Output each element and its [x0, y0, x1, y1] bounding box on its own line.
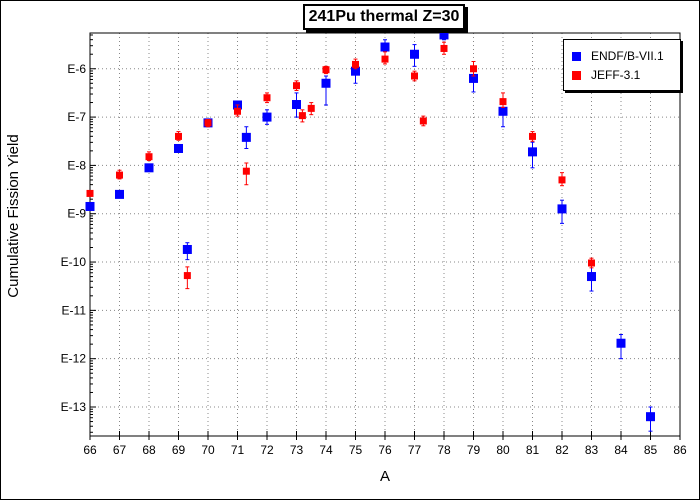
legend-swatch-endf	[572, 51, 581, 61]
data-point	[175, 132, 182, 140]
y-tick-label: E-8	[67, 158, 86, 172]
y-tick-label: E-6	[67, 62, 86, 76]
x-tick-label: 68	[142, 443, 156, 457]
x-tick-label: 85	[644, 443, 658, 457]
data-point	[616, 338, 626, 348]
chart-title: 241Pu thermal Z=30	[303, 4, 465, 30]
y-tick-label: E-13	[61, 400, 87, 414]
x-tick-label: 74	[319, 443, 333, 457]
data-point	[498, 106, 508, 116]
legend-entry-jeff: JEFF-3.1	[572, 67, 640, 83]
x-tick-label: 69	[172, 443, 186, 457]
data-point	[646, 412, 655, 422]
data-point	[116, 171, 123, 179]
tick-layer: 66 67 68 69 70 71 72 73 74 75 76 77 78 79 80 81 82 83 84 85…	[61, 34, 687, 457]
data-point	[145, 153, 153, 161]
y-tick-label: E-12	[61, 352, 87, 366]
data-point	[469, 73, 478, 83]
data-point	[321, 78, 331, 88]
data-point	[380, 42, 390, 52]
data-point	[440, 44, 448, 52]
x-tick-label: 77	[408, 443, 422, 457]
data-point	[86, 189, 94, 197]
x-tick-label: 83	[585, 443, 599, 457]
data-point	[588, 259, 595, 267]
data-point	[204, 119, 212, 127]
data-point	[262, 112, 272, 122]
legend: ENDF/B-VII.1 JEFF-3.1	[563, 39, 681, 91]
y-tick-label: E-7	[67, 110, 86, 124]
x-tick-label: 66	[83, 443, 97, 457]
data-point	[419, 117, 427, 125]
series-1	[86, 41, 595, 290]
data-point	[307, 104, 315, 112]
data-point	[410, 49, 419, 59]
x-tick-label: 81	[526, 443, 540, 457]
data-point	[499, 98, 507, 106]
legend-entry-endf: ENDF/B-VII.1	[572, 48, 664, 64]
data-point	[182, 244, 192, 254]
series-layer	[85, 30, 655, 432]
data-point	[381, 55, 389, 63]
data-point	[144, 163, 154, 173]
x-tick-label: 80	[496, 443, 510, 457]
data-point	[352, 60, 359, 68]
x-tick-label: 70	[201, 443, 215, 457]
data-point	[557, 204, 567, 214]
x-tick-label: 67	[113, 443, 127, 457]
data-point	[85, 201, 95, 211]
x-tick-label: 78	[437, 443, 451, 457]
data-point	[293, 82, 300, 90]
data-point	[439, 30, 449, 40]
y-tick-label: E-9	[67, 207, 86, 221]
series-0	[85, 30, 655, 432]
y-tick-label: E-11	[62, 303, 87, 317]
x-tick-label: 71	[231, 443, 245, 457]
data-point	[292, 100, 301, 110]
x-tick-label: 75	[349, 443, 363, 457]
data-point	[241, 132, 251, 142]
legend-label-endf: ENDF/B-VII.1	[591, 49, 664, 63]
data-point	[529, 132, 536, 140]
data-point	[411, 72, 418, 80]
x-tick-label: 72	[260, 443, 274, 457]
data-point	[528, 147, 537, 157]
data-point	[115, 189, 124, 199]
y-tick-label: E-10	[61, 255, 87, 269]
y-axis-title: Cumulative Fission Yield	[5, 134, 22, 297]
data-point	[322, 66, 330, 74]
x-tick-label: 82	[555, 443, 569, 457]
data-point	[183, 272, 191, 280]
grid-layer	[90, 33, 680, 436]
data-point	[351, 66, 360, 76]
x-tick-label: 84	[614, 443, 628, 457]
data-point	[558, 176, 566, 184]
x-tick-label: 86	[673, 443, 687, 457]
x-tick-label: 73	[290, 443, 304, 457]
legend-label-jeff: JEFF-3.1	[591, 68, 641, 82]
x-axis-title: A	[380, 468, 390, 485]
legend-swatch-jeff	[572, 70, 581, 80]
data-point	[174, 143, 183, 153]
data-point	[234, 107, 241, 115]
data-point	[470, 65, 477, 73]
data-point	[242, 167, 250, 175]
data-point	[587, 272, 596, 282]
x-tick-label: 76	[378, 443, 392, 457]
data-point	[298, 112, 306, 120]
x-tick-label: 79	[467, 443, 481, 457]
data-point	[263, 94, 271, 102]
